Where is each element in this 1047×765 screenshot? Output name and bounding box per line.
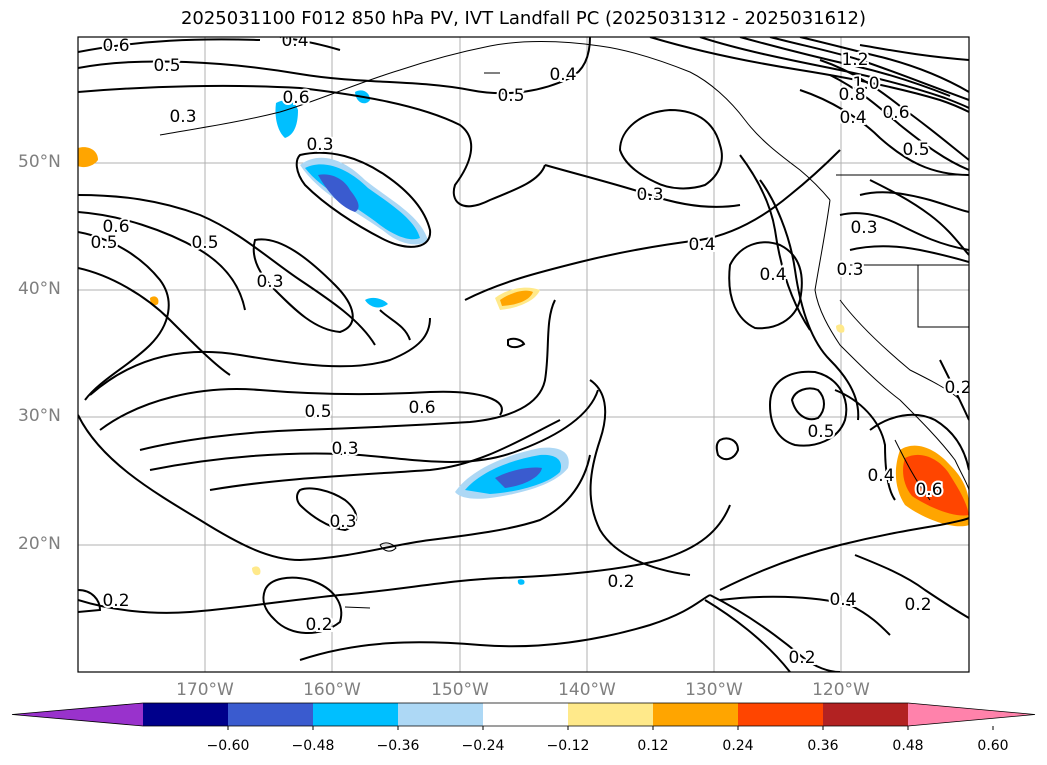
contour-label: 1.0: [852, 74, 879, 94]
contour-label: 0.5: [304, 402, 331, 422]
contour-label: 0.2: [904, 595, 931, 615]
contour-label: 0.3: [850, 218, 877, 238]
contour-label: 0.6: [882, 103, 909, 123]
colorbar-tick-label: 0.36: [807, 738, 839, 754]
colorbar-outline: [11, 702, 1036, 727]
colorbar-segment: [398, 703, 483, 726]
contour-label: 0.2: [305, 615, 332, 635]
colorbar-tick-label: 0.24: [722, 738, 754, 754]
contour-label: 0.4: [839, 108, 866, 128]
colorbar-segment: [653, 703, 738, 726]
contour-label: 0.2: [944, 378, 971, 398]
contour-label: 0.4: [549, 65, 576, 85]
contour-label: 0.4: [281, 31, 308, 51]
colorbar-tick-label: 0.12: [637, 738, 669, 754]
colorbar-tick-label: −0.60: [206, 738, 250, 754]
contour-label: 0.5: [497, 86, 524, 106]
colorbar-extension-low: [12, 703, 143, 726]
colorbar-segment: [823, 703, 908, 726]
lon-label-140w: 140°W: [558, 680, 616, 700]
colorbar-segment: [313, 703, 398, 726]
lon-label-150w: 150°W: [431, 680, 489, 700]
colorbar-tick-label: 0.48: [892, 738, 924, 754]
contour-label: 0.8: [838, 85, 865, 105]
colorbar-segment: [568, 703, 653, 726]
lat-label-20n: 20°N: [18, 534, 61, 554]
contour-labels: 0.60.50.40.30.6 0.50.41.21.00.80.4 0.60.50…: [88, 31, 971, 670]
lon-label-130w: 130°W: [685, 680, 743, 700]
contour-label: 0.5: [153, 56, 180, 76]
contour-label: 0.5: [90, 233, 117, 253]
contour-label: 1.2: [841, 50, 868, 70]
chart-title: 2025031100 F012 850 hPa PV, IVT Landfall…: [180, 8, 867, 29]
contour-label: 0.4: [829, 590, 856, 610]
colorbar-tick-label: −0.48: [291, 738, 335, 754]
negative-anomaly-aleutian: [275, 100, 298, 138]
contour-label: 0.6: [102, 217, 129, 237]
contour-label: 0.3: [169, 107, 196, 127]
contour-label: 0.3: [836, 260, 863, 280]
contour-label: 0.6: [282, 88, 309, 108]
contour-label: 0.6: [915, 480, 942, 500]
colorbar-tick-label: 0.60: [977, 738, 1009, 754]
map-frame: [77, 36, 970, 673]
contour-label: 0.5: [191, 233, 218, 253]
contour-label: 0.4: [759, 265, 786, 285]
contour-label: 0.6: [408, 398, 435, 418]
lat-label-40n: 40°N: [18, 279, 61, 299]
contour-label: 0.4: [688, 235, 715, 255]
colorbar-segment: [738, 703, 823, 726]
colorbar: [11, 702, 1036, 730]
contour-label: 0.2: [102, 591, 129, 611]
contour-label: 0.3: [306, 135, 333, 155]
contour-label: 0.2: [607, 572, 634, 592]
contour-label: 0.2: [788, 648, 815, 668]
colorbar-tick-label: −0.12: [546, 738, 590, 754]
colorbar-segment: [228, 703, 313, 726]
ivt-shading: [78, 90, 969, 585]
lon-label-160w: 160°W: [303, 680, 361, 700]
contour-label: 0.3: [636, 185, 663, 205]
colorbar-segment: [143, 703, 228, 726]
contour-label: 0.3: [329, 512, 356, 532]
colorbar-segment: [483, 703, 568, 726]
colorbar-tick-label: −0.24: [461, 738, 505, 754]
colorbar-extension-high: [908, 703, 1035, 726]
lat-label-50n: 50°N: [18, 152, 61, 172]
contour-label: 0.5: [902, 140, 929, 160]
pv-contours: [78, 37, 969, 672]
contour-label: 0.5: [807, 422, 834, 442]
lon-label-120w: 120°W: [812, 680, 870, 700]
lon-label-170w: 170°W: [176, 680, 234, 700]
lat-label-30n: 30°N: [18, 406, 61, 426]
colorbar-tick-label: −0.36: [376, 738, 420, 754]
coastlines: [159, 41, 969, 609]
contour-label: 0.6: [102, 36, 129, 56]
contour-label: 0.3: [256, 272, 283, 292]
contour-label: 0.3: [331, 439, 358, 459]
contour-label: 0.4: [867, 466, 894, 486]
